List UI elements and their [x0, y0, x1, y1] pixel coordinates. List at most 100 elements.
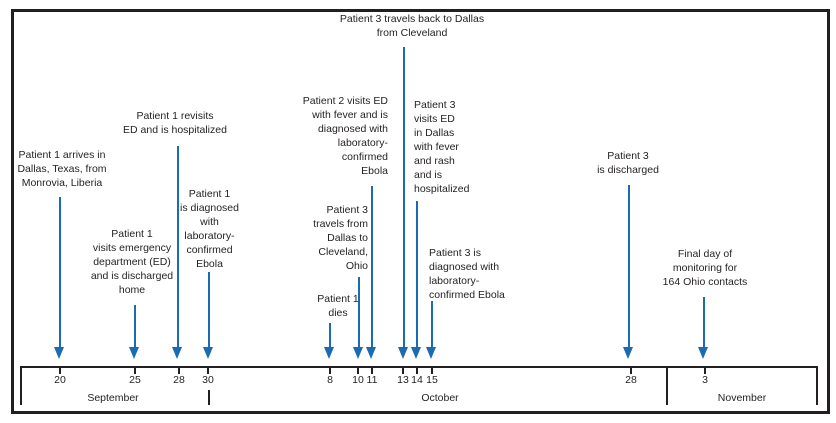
event-label-line: Patient 3 — [414, 99, 456, 111]
event-label-line: in Dallas — [414, 127, 455, 139]
event-label-line: visits emergency — [92, 242, 172, 254]
event-label-line: Patient 3 is — [429, 247, 481, 259]
event-label-line: monitoring for — [672, 262, 738, 274]
event-label-line: Patient 1 — [111, 228, 153, 240]
event-label-line: and rash — [414, 155, 455, 167]
event-label-line: department (ED) — [93, 256, 171, 268]
event-label: Patient 3 travels back to Dallas from Cle… — [330, 12, 494, 40]
down-arrow-icon — [403, 47, 405, 349]
figure-frame — [11, 9, 830, 414]
axis-day-label: 25 — [129, 374, 141, 386]
event-label-line: from Cleveland — [376, 27, 448, 39]
event-label-line: with fever and is — [312, 109, 388, 121]
event-label-line: is discharged — [597, 164, 659, 176]
axis-tick — [178, 366, 180, 374]
event-label-line: laboratory- — [184, 230, 235, 242]
axis-day-label: 15 — [426, 374, 438, 386]
down-arrowhead-icon — [129, 347, 139, 359]
down-arrowhead-icon — [411, 347, 421, 359]
axis-tick — [371, 366, 373, 374]
down-arrow-icon — [431, 301, 433, 349]
axis-day-label: 8 — [327, 374, 333, 386]
event-label: Patient 1 arrives in Dallas, Texas, from M… — [6, 148, 118, 190]
event-label-line: ED and is hospitalized — [123, 124, 227, 136]
event-label-line: Patient 3 — [607, 150, 649, 162]
axis-day-label: 28 — [173, 374, 185, 386]
down-arrow-icon — [59, 197, 61, 349]
down-arrow-icon — [358, 277, 360, 349]
axis-tick — [402, 366, 404, 374]
event-label-line: is diagnosed — [180, 202, 239, 214]
event-label-line: Patient 1 arrives in — [18, 149, 106, 161]
event-label-line: visits ED — [414, 113, 455, 125]
event-label-line: Patient 3 — [326, 204, 368, 216]
month-separator — [666, 366, 668, 405]
axis-tick — [704, 366, 706, 374]
down-arrow-icon — [628, 185, 630, 349]
event-label-line: Patient 1 — [317, 293, 359, 305]
axis-tick — [357, 366, 359, 374]
axis-tick — [207, 366, 209, 374]
axis-month-label: November — [717, 392, 767, 404]
event-label-line: Patient 1 — [188, 188, 231, 200]
axis-month-label: September — [87, 392, 139, 404]
event-label-line: and is discharged — [90, 270, 174, 282]
event-label-line: confirmed — [186, 244, 233, 256]
event-label-line: Ebola — [196, 258, 223, 270]
down-arrow-icon — [177, 146, 179, 349]
down-arrowhead-icon — [366, 347, 376, 359]
event-label-line: laboratory- — [429, 275, 480, 287]
event-label: Patient 1 visits emergency department (ED)… — [82, 227, 182, 297]
event-label-line: Monrovia, Liberia — [21, 177, 103, 189]
down-arrowhead-icon — [426, 347, 436, 359]
event-label-line: travels from — [313, 218, 368, 230]
down-arrow-icon — [208, 272, 210, 349]
axis-day-label: 13 — [397, 374, 409, 386]
down-arrowhead-icon — [353, 347, 363, 359]
axis-tick — [416, 366, 418, 374]
down-arrow-icon — [703, 297, 705, 349]
month-separator — [208, 390, 210, 405]
axis-day-label: 20 — [54, 374, 66, 386]
event-label: Final day of monitoring for 164 Ohio conta… — [650, 247, 760, 289]
event-label-line: home — [118, 284, 146, 296]
event-label-line: laboratory- — [337, 137, 388, 149]
event-label-line: Cleveland, — [318, 246, 368, 258]
down-arrowhead-icon — [398, 347, 408, 359]
event-label-line: Final day of — [677, 248, 733, 260]
event-label-line: Patient 1 revisits — [136, 110, 214, 122]
down-arrowhead-icon — [172, 347, 182, 359]
event-label-line: Ohio — [345, 260, 368, 272]
axis-day-label: 10 — [352, 374, 364, 386]
event-label-line: confirmed — [341, 151, 388, 163]
down-arrowhead-icon — [203, 347, 213, 359]
event-label-line: hospitalized — [414, 183, 470, 195]
event-label-line: with — [200, 216, 219, 228]
axis-tick — [329, 366, 331, 374]
axis-month-label: October — [421, 392, 459, 404]
event-label: Patient 3 travels from Dallas to Cleveland,… — [298, 203, 368, 273]
axis-day-label: 3 — [702, 374, 708, 386]
axis-day-label: 30 — [202, 374, 214, 386]
event-label-line: Patient 2 visits ED — [302, 95, 388, 107]
axis-tick — [431, 366, 433, 374]
down-arrow-icon — [416, 201, 418, 349]
event-label-line: confirmed Ebola — [429, 289, 505, 301]
event-label-line: Dallas to — [327, 232, 368, 244]
event-label: Patient 3 visits ED in Dallas with fever and… — [414, 98, 492, 196]
month-separator — [816, 366, 818, 405]
event-label-line: diagnosed with — [429, 261, 500, 273]
down-arrowhead-icon — [54, 347, 64, 359]
down-arrow-icon — [329, 323, 331, 349]
event-label: Patient 1 is diagnosed with laboratory-conf… — [167, 187, 252, 271]
event-label-line: 164 Ohio contacts — [662, 276, 748, 288]
event-label: Patient 3 is diagnosed with laboratory-con… — [429, 246, 521, 302]
axis-tick — [630, 366, 632, 374]
event-label: Patient 1 dies — [303, 292, 373, 320]
axis-tick — [59, 366, 61, 374]
event-label-line: Dallas, Texas, from — [17, 163, 107, 175]
axis-day-label: 11 — [366, 374, 378, 386]
event-label-line: dies — [328, 307, 348, 319]
down-arrowhead-icon — [324, 347, 334, 359]
